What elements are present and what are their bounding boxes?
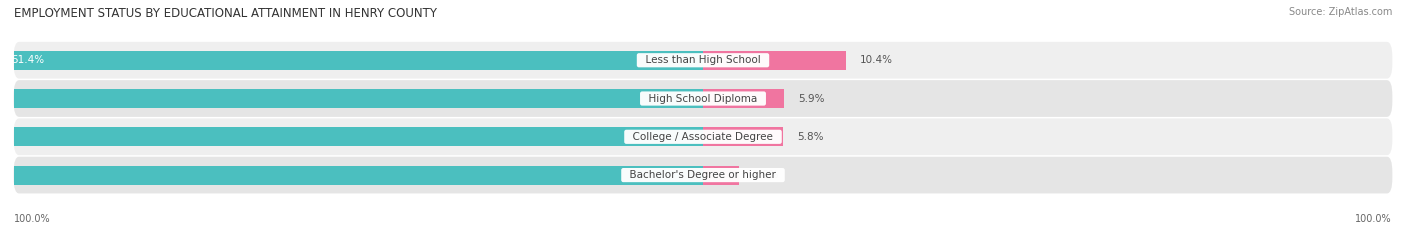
Bar: [703, 127, 783, 146]
Text: Source: ZipAtlas.com: Source: ZipAtlas.com: [1288, 7, 1392, 17]
Text: 5.8%: 5.8%: [797, 132, 823, 142]
Bar: [0, 127, 703, 146]
Text: College / Associate Degree: College / Associate Degree: [626, 132, 780, 142]
Text: 10.4%: 10.4%: [860, 55, 893, 65]
FancyBboxPatch shape: [14, 118, 1392, 155]
Bar: [0, 51, 703, 70]
Text: High School Diploma: High School Diploma: [643, 93, 763, 103]
Text: 2.6%: 2.6%: [752, 170, 779, 180]
FancyBboxPatch shape: [14, 42, 1392, 79]
Text: 100.0%: 100.0%: [14, 214, 51, 224]
Bar: [703, 51, 846, 70]
Text: Bachelor's Degree or higher: Bachelor's Degree or higher: [623, 170, 783, 180]
Bar: [703, 89, 785, 108]
Text: 100.0%: 100.0%: [1355, 214, 1392, 224]
FancyBboxPatch shape: [14, 157, 1392, 193]
Text: Less than High School: Less than High School: [638, 55, 768, 65]
Text: 51.4%: 51.4%: [11, 55, 45, 65]
Text: 5.9%: 5.9%: [799, 93, 824, 103]
Bar: [703, 165, 738, 185]
FancyBboxPatch shape: [14, 80, 1392, 117]
Bar: [0, 89, 703, 108]
Text: EMPLOYMENT STATUS BY EDUCATIONAL ATTAINMENT IN HENRY COUNTY: EMPLOYMENT STATUS BY EDUCATIONAL ATTAINM…: [14, 7, 437, 20]
Bar: [0, 165, 703, 185]
